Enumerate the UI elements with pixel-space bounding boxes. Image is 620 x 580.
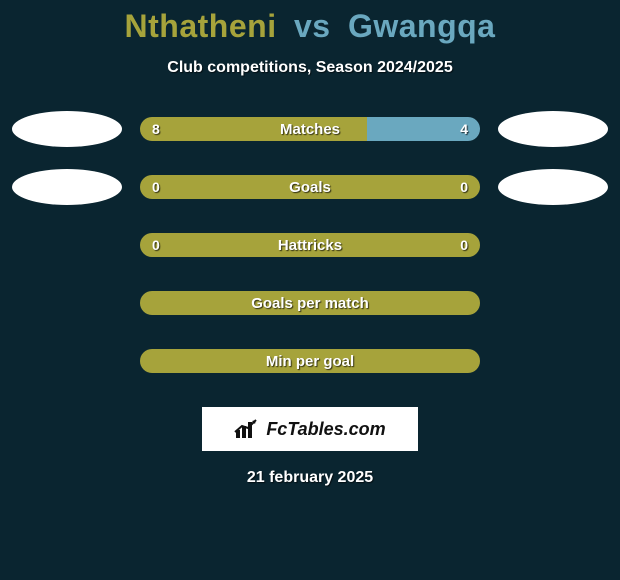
badge-placeholder — [498, 227, 608, 263]
stat-row: Goals per match — [0, 285, 620, 321]
stat-row: 00Goals — [0, 169, 620, 205]
badge-placeholder — [12, 285, 122, 321]
badge-placeholder — [498, 285, 608, 321]
winner-badge-left — [12, 111, 122, 147]
stat-bar: Goals per match — [140, 291, 480, 315]
page-title: Nthatheni vs Gwangqa — [0, 8, 620, 45]
winner-badge-left — [12, 169, 122, 205]
date-label: 21 february 2025 — [0, 469, 620, 487]
stat-label: Matches — [140, 117, 480, 141]
comparison-card: Nthatheni vs Gwangqa Club competitions, … — [0, 0, 620, 487]
stat-label: Hattricks — [140, 233, 480, 257]
stat-bar: 00Goals — [140, 175, 480, 199]
stat-bar: 84Matches — [140, 117, 480, 141]
badge-placeholder — [12, 343, 122, 379]
player1-name: Nthatheni — [125, 8, 277, 44]
watermark: FcTables.com — [202, 407, 418, 451]
stat-label: Min per goal — [140, 349, 480, 373]
watermark-icon — [234, 418, 260, 440]
badge-placeholder — [498, 343, 608, 379]
stat-label: Goals per match — [140, 291, 480, 315]
subtitle: Club competitions, Season 2024/2025 — [0, 59, 620, 77]
stat-bar: Min per goal — [140, 349, 480, 373]
badge-placeholder — [12, 227, 122, 263]
stat-row: 00Hattricks — [0, 227, 620, 263]
stat-row: 84Matches — [0, 111, 620, 147]
watermark-text: FcTables.com — [266, 419, 385, 440]
vs-label: vs — [294, 8, 331, 44]
stat-label: Goals — [140, 175, 480, 199]
stat-row: Min per goal — [0, 343, 620, 379]
player2-name: Gwangqa — [348, 8, 496, 44]
winner-badge-right — [498, 169, 608, 205]
winner-badge-right — [498, 111, 608, 147]
stat-rows: 84Matches 00Goals 00Hattricks Goals per mat… — [0, 111, 620, 379]
stat-bar: 00Hattricks — [140, 233, 480, 257]
